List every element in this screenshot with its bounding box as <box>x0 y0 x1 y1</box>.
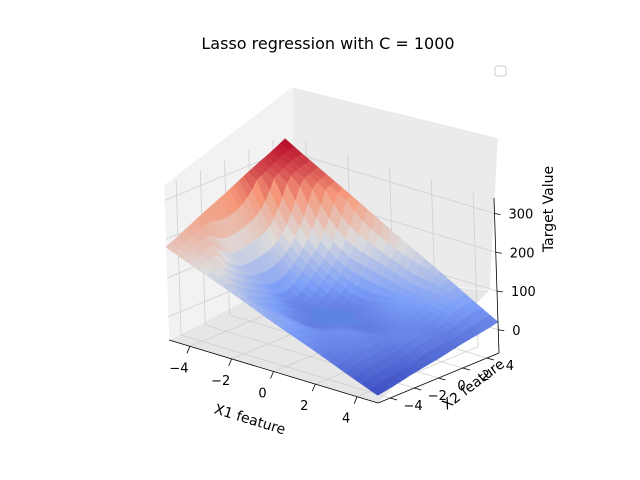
y-tick-mark <box>438 377 446 381</box>
z-tick-label: 200 <box>510 246 535 261</box>
z-tick-mark <box>496 290 504 293</box>
x-tick-label: 0 <box>258 387 266 402</box>
x-tick-mark <box>186 346 191 354</box>
grid-line-y <box>180 334 391 399</box>
x-tick-label: −2 <box>211 374 230 389</box>
x-tick-label: −4 <box>169 361 188 376</box>
y-tick-label: 4 <box>506 359 514 374</box>
x-tick-mark <box>228 358 233 367</box>
center-plateau <box>306 309 360 326</box>
z-tick-label: 300 <box>509 208 534 223</box>
grid-line-z <box>285 150 495 214</box>
chart-title: Lasso regression with C = 1000 <box>201 34 454 53</box>
y-tick-label: 0 <box>457 379 465 394</box>
x-tick-mark <box>311 383 316 392</box>
y-tick-label: 2 <box>482 369 490 384</box>
y-tick-mark <box>414 387 422 391</box>
legend-box <box>494 65 507 77</box>
plateau-patch <box>306 309 360 326</box>
z-axis-line <box>493 197 500 354</box>
z-tick-label: 100 <box>511 285 536 300</box>
z-tick-mark <box>498 329 505 332</box>
surface-facet <box>280 138 294 151</box>
grid-line-y <box>175 179 182 336</box>
x-tick-label: 2 <box>300 399 308 414</box>
z-tick-mark <box>494 213 501 215</box>
y-tick-mark <box>486 357 495 361</box>
z-tick-label: 0 <box>512 324 520 339</box>
y-tick-label: −4 <box>404 399 423 414</box>
x-tick-label: 4 <box>342 412 350 427</box>
surface-mesh <box>165 138 499 396</box>
z-axis-label: Target Value <box>541 166 557 253</box>
y-tick-label: −2 <box>428 389 447 404</box>
z-tick-mark <box>495 251 502 254</box>
x-tick-mark <box>353 396 358 404</box>
y-tick-mark <box>389 397 398 401</box>
axes-group: −4 −2 0 2 4 −4 −2 0 2 4 0 100 200 300 <box>168 197 536 427</box>
y-tick-mark <box>462 367 470 371</box>
x-tick-mark <box>270 371 274 379</box>
